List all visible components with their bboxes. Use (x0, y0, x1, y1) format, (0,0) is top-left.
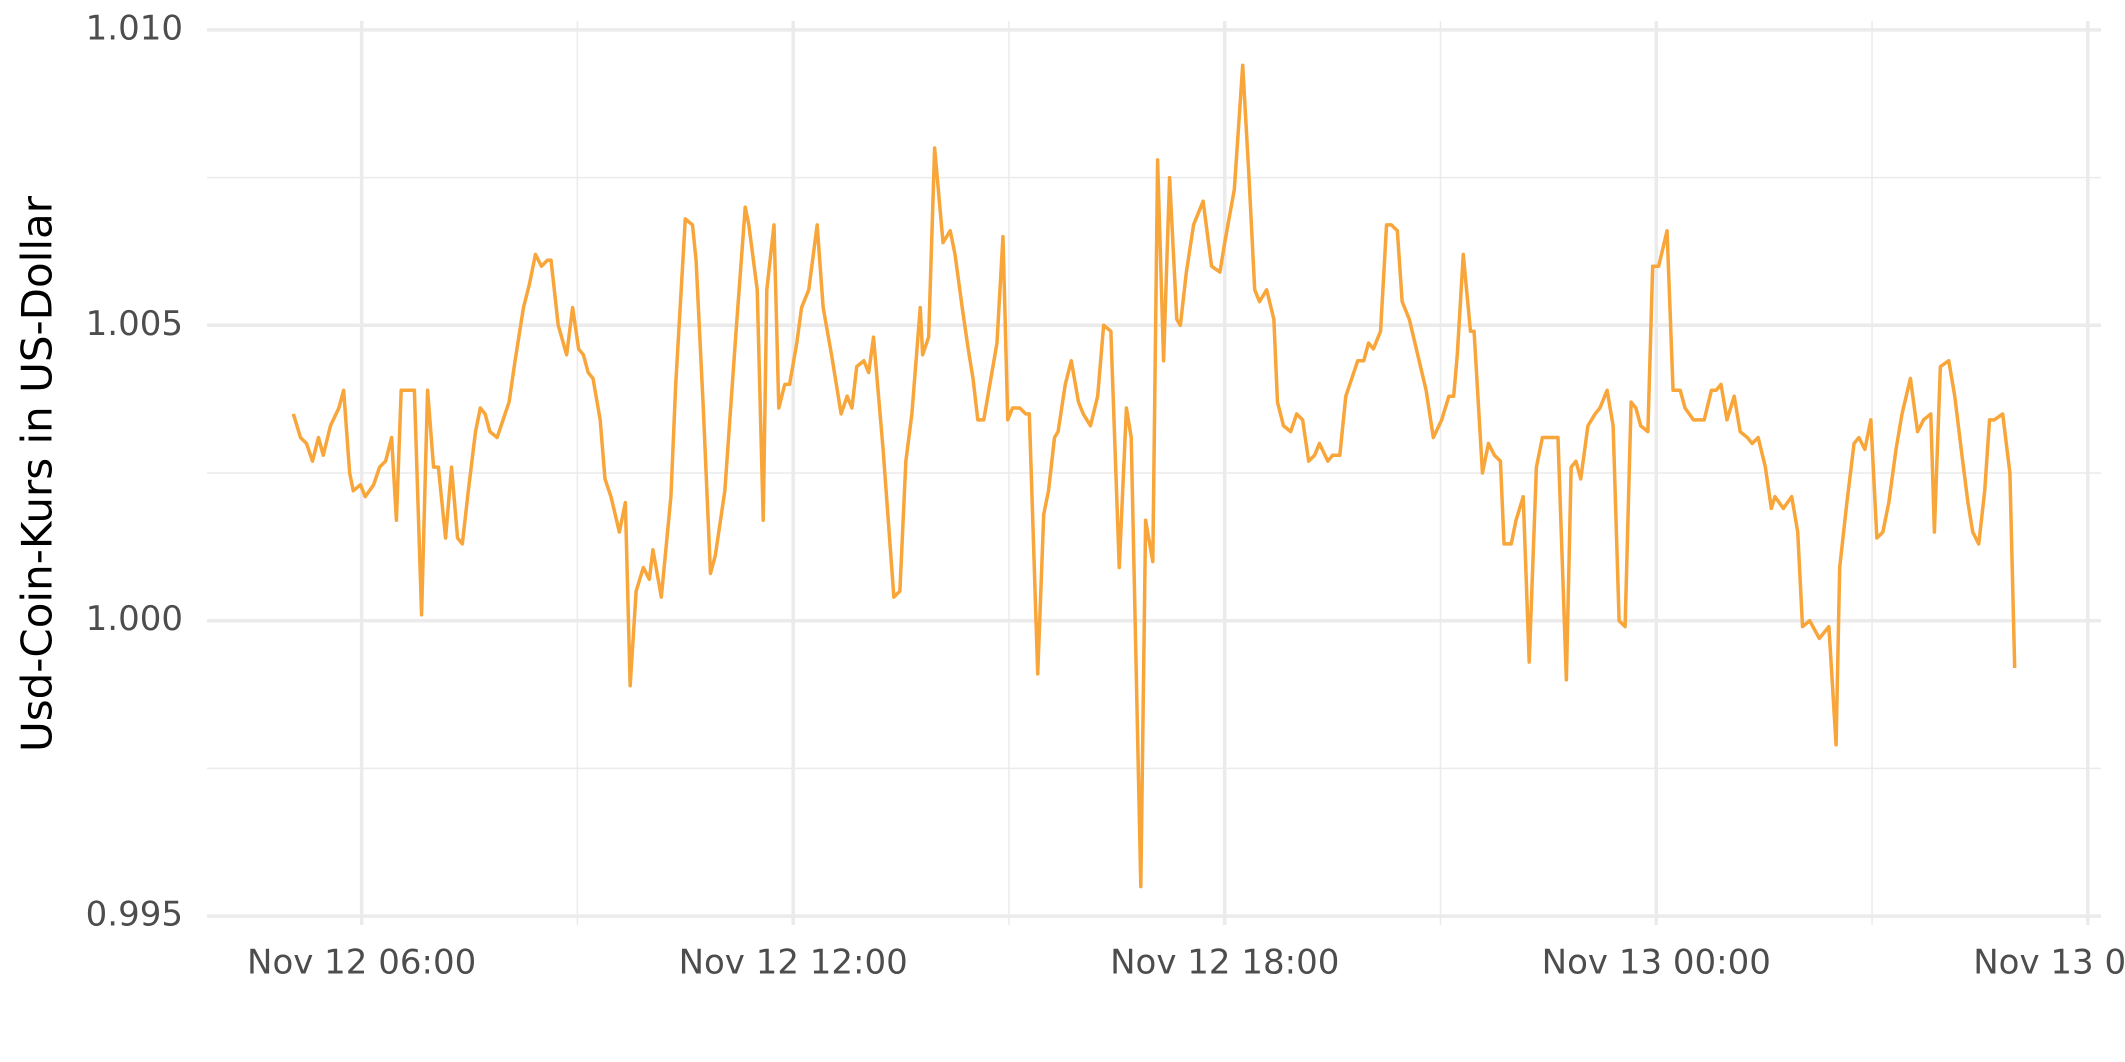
y-tick-label: 1.005 (86, 304, 183, 344)
y-axis-title: Usd-Coin-Kurs in US-Dollar (13, 195, 62, 752)
x-tick-label: Nov 13 00:00 (1542, 943, 1771, 983)
x-tick-label: Nov 13 06:00 (1973, 943, 2125, 983)
y-tick-label: 1.010 (86, 8, 183, 48)
y-tick-label: 1.000 (86, 599, 183, 639)
y-tick-label: 0.995 (86, 895, 183, 935)
x-tick-label: Nov 12 18:00 (1110, 943, 1339, 983)
x-tick-label: Nov 12 12:00 (679, 943, 908, 983)
x-tick-label: Nov 12 06:00 (247, 943, 476, 983)
price-line (291, 63, 2017, 889)
